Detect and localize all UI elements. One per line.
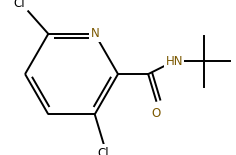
Text: N: N <box>90 27 99 40</box>
Text: HN: HN <box>165 55 183 68</box>
Text: Cl: Cl <box>13 0 25 10</box>
Text: Cl: Cl <box>98 147 109 155</box>
Text: O: O <box>152 107 161 120</box>
